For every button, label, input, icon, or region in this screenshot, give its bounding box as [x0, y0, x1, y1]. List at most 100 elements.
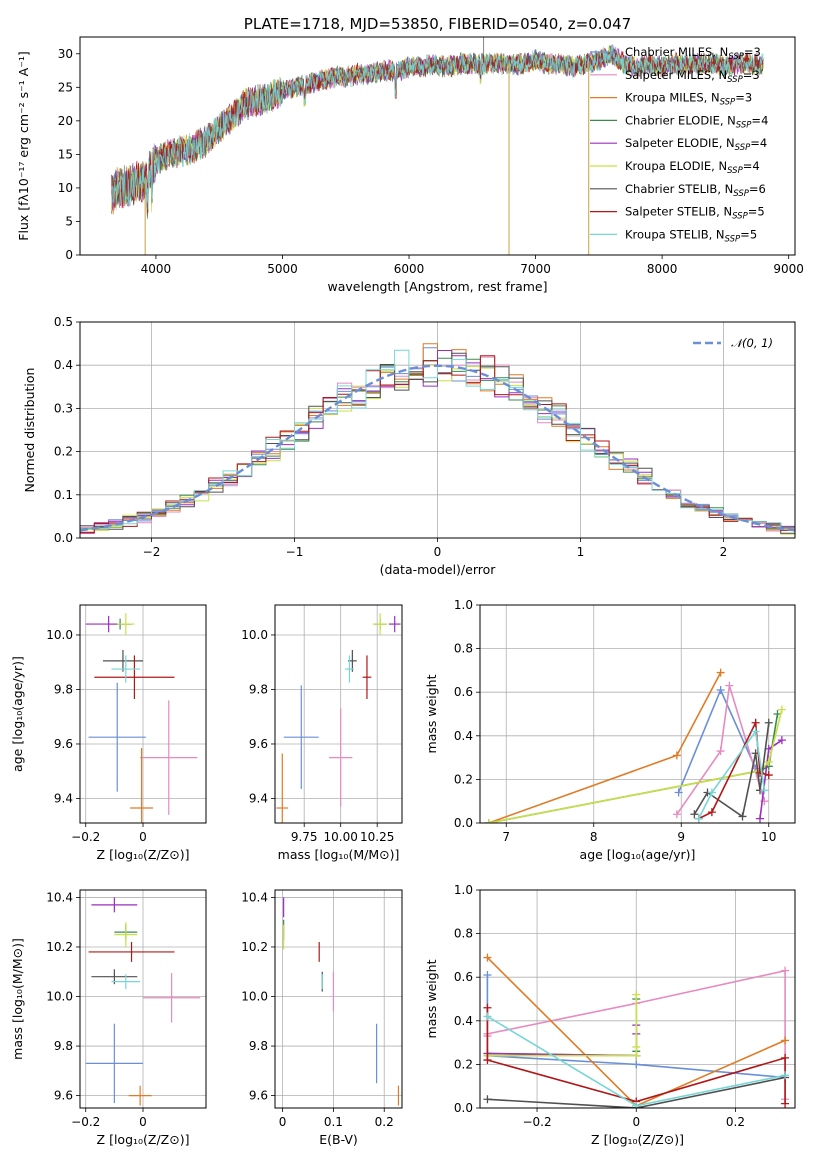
plot-area [111, 37, 764, 255]
y-tick-label: 0.4 [54, 358, 73, 372]
y-tick-label: 9.8 [249, 1039, 268, 1053]
weight-marker [756, 814, 764, 823]
y-tick-label: 9.4 [54, 791, 73, 805]
chart-age-vs-Z: −0.2 0 9.4 9.6 9.8 10.0 Z [log₁₀(Z/Z⊙)] age [lo… [10, 604, 207, 862]
x-tick-label: −0.2 [71, 830, 100, 844]
legend-n: , N [719, 136, 735, 150]
y-axis-label: mass weight [424, 674, 439, 753]
weight-line [697, 729, 766, 819]
weight-marker [781, 1053, 790, 1062]
legend-series-name: Chabrier ELODIE [625, 113, 720, 127]
chart-residuals: 𝒩(0, 1) −2 −1 0 1 2 0.0 0.1 0.2 0.3 0.4 0.5 (data-mo… [22, 315, 796, 577]
x-axis-label: age [log₁₀(age/yr)] [580, 847, 696, 862]
x-tick-label: 0.2 [375, 1115, 394, 1129]
legend-n: , N [704, 91, 720, 105]
weight-marker [632, 990, 641, 999]
weight-line [487, 994, 638, 1057]
legend-n: , N [716, 205, 732, 219]
y-tick-label: 0.8 [454, 642, 473, 656]
weight-marker [483, 1095, 492, 1104]
legend-eq: = [744, 45, 754, 59]
legend-eq: = [740, 227, 750, 241]
legend-eq: = [743, 68, 753, 82]
y-tick-label: 0.2 [454, 772, 473, 786]
x-axis-label: mass [log₁₀(M/M⊙)] [278, 847, 400, 862]
x-tick-label: 7 [502, 830, 510, 844]
weight-marker [672, 751, 681, 760]
y-tick-label: 10.4 [46, 890, 73, 904]
y-tick-label: 9.8 [249, 682, 268, 696]
chart-mass-vs-EBV: 0 0.1 0.2 9.6 9.8 10.0 10.2 10.4 E(B-V) [241, 889, 403, 1147]
y-tick-label: 25 [58, 80, 73, 94]
weight-marker [751, 718, 760, 727]
axes-frame [274, 604, 403, 824]
y-tick-label: 10.0 [241, 990, 268, 1004]
weight-marker [632, 1042, 641, 1051]
axes-frame [274, 889, 403, 1109]
legend-label: Chabrier MILES, NSSP=3 [625, 45, 761, 62]
legend-sub: SSP [720, 98, 736, 108]
legend-n: , N [717, 182, 733, 196]
legend-label: Chabrier ELODIE, NSSP=4 [625, 113, 768, 130]
x-tick-label: 2 [720, 545, 728, 559]
y-tick-label: 9.6 [54, 737, 73, 751]
chart-title: PLATE=1718, MJD=53850, FIBERID=0540, z=0… [244, 15, 631, 33]
y-tick-label: 9.8 [54, 1039, 73, 1053]
weight-marker [764, 718, 773, 727]
y-axis-label: Normed distribution [22, 368, 37, 493]
weight-marker [781, 1099, 790, 1108]
weight-marker [690, 810, 699, 819]
chart-weight-vs-age: 7 8 9 10 0.0 0.2 0.4 0.6 0.8 1.0 age [log₁₀(age/yr… [424, 598, 796, 862]
normal-curve [80, 364, 795, 532]
y-tick-label: 9.6 [54, 1089, 73, 1103]
legend-eq: = [751, 113, 761, 127]
legend-nssp: 3 [752, 68, 759, 82]
legend-nssp: 3 [745, 91, 752, 105]
weight-marker [483, 1003, 492, 1012]
y-tick-label: 5 [65, 214, 73, 228]
weight-marker [716, 686, 725, 695]
legend-nssp: 6 [759, 182, 766, 196]
legend-sub: SSP [736, 120, 752, 130]
weight-marker [751, 727, 760, 736]
x-tick-label: 0.2 [726, 1115, 745, 1129]
y-axis-label: age [log₁₀(age/yr)] [10, 656, 25, 772]
legend-sub: SSP [728, 52, 744, 62]
y-axis-label: mass weight [424, 959, 439, 1038]
legend-eq: = [743, 159, 753, 173]
legend-sub: SSP [733, 189, 749, 199]
plot-area [80, 343, 795, 536]
weight-line [487, 1076, 786, 1108]
x-tick-label: 0 [434, 545, 442, 559]
y-tick-label: 0 [65, 248, 73, 262]
x-tick-label: 5000 [267, 262, 298, 276]
y-tick-label: 0.5 [54, 315, 73, 329]
plot-area [276, 613, 401, 823]
y-tick-label: 30 [58, 47, 73, 61]
y-tick-label: 0.6 [454, 685, 473, 699]
x-tick-label: 0 [279, 1115, 287, 1129]
legend-nssp: 5 [757, 205, 764, 219]
y-tick-label: 0.6 [454, 970, 473, 984]
x-tick-label: 1 [577, 545, 585, 559]
legend-sub: SSP [732, 212, 748, 222]
weight-marker [632, 1101, 641, 1108]
x-tick-label: 0 [139, 830, 147, 844]
legend-n: , N [712, 45, 728, 59]
legend-series-name: Chabrier STELIB [625, 182, 717, 196]
y-axis-label: mass [log₁₀(M/M⊙)] [10, 938, 25, 1060]
legend-series-name: Salpeter ELODIE [625, 136, 719, 150]
x-tick-label: −1 [286, 545, 304, 559]
chart-weight-vs-Z: −0.2 0 0.2 0.0 0.2 0.4 0.6 0.8 1.0 Z [log₁₀(Z/Z⊙)… [424, 883, 796, 1147]
legend-sub: SSP [727, 166, 743, 176]
weight-marker [632, 1060, 641, 1069]
y-tick-label: 0.2 [454, 1057, 473, 1071]
weight-marker [781, 1036, 790, 1045]
weight-marker [781, 1071, 790, 1080]
x-tick-label: 9000 [773, 262, 804, 276]
legend-nssp: 3 [754, 45, 761, 59]
x-axis-label: (data-model)/error [380, 562, 497, 577]
weight-marker [694, 814, 703, 823]
chart-spectrum: 4000 5000 6000 7000 8000 9000 0 5 10 15 20 25 30 wave… [16, 15, 804, 294]
